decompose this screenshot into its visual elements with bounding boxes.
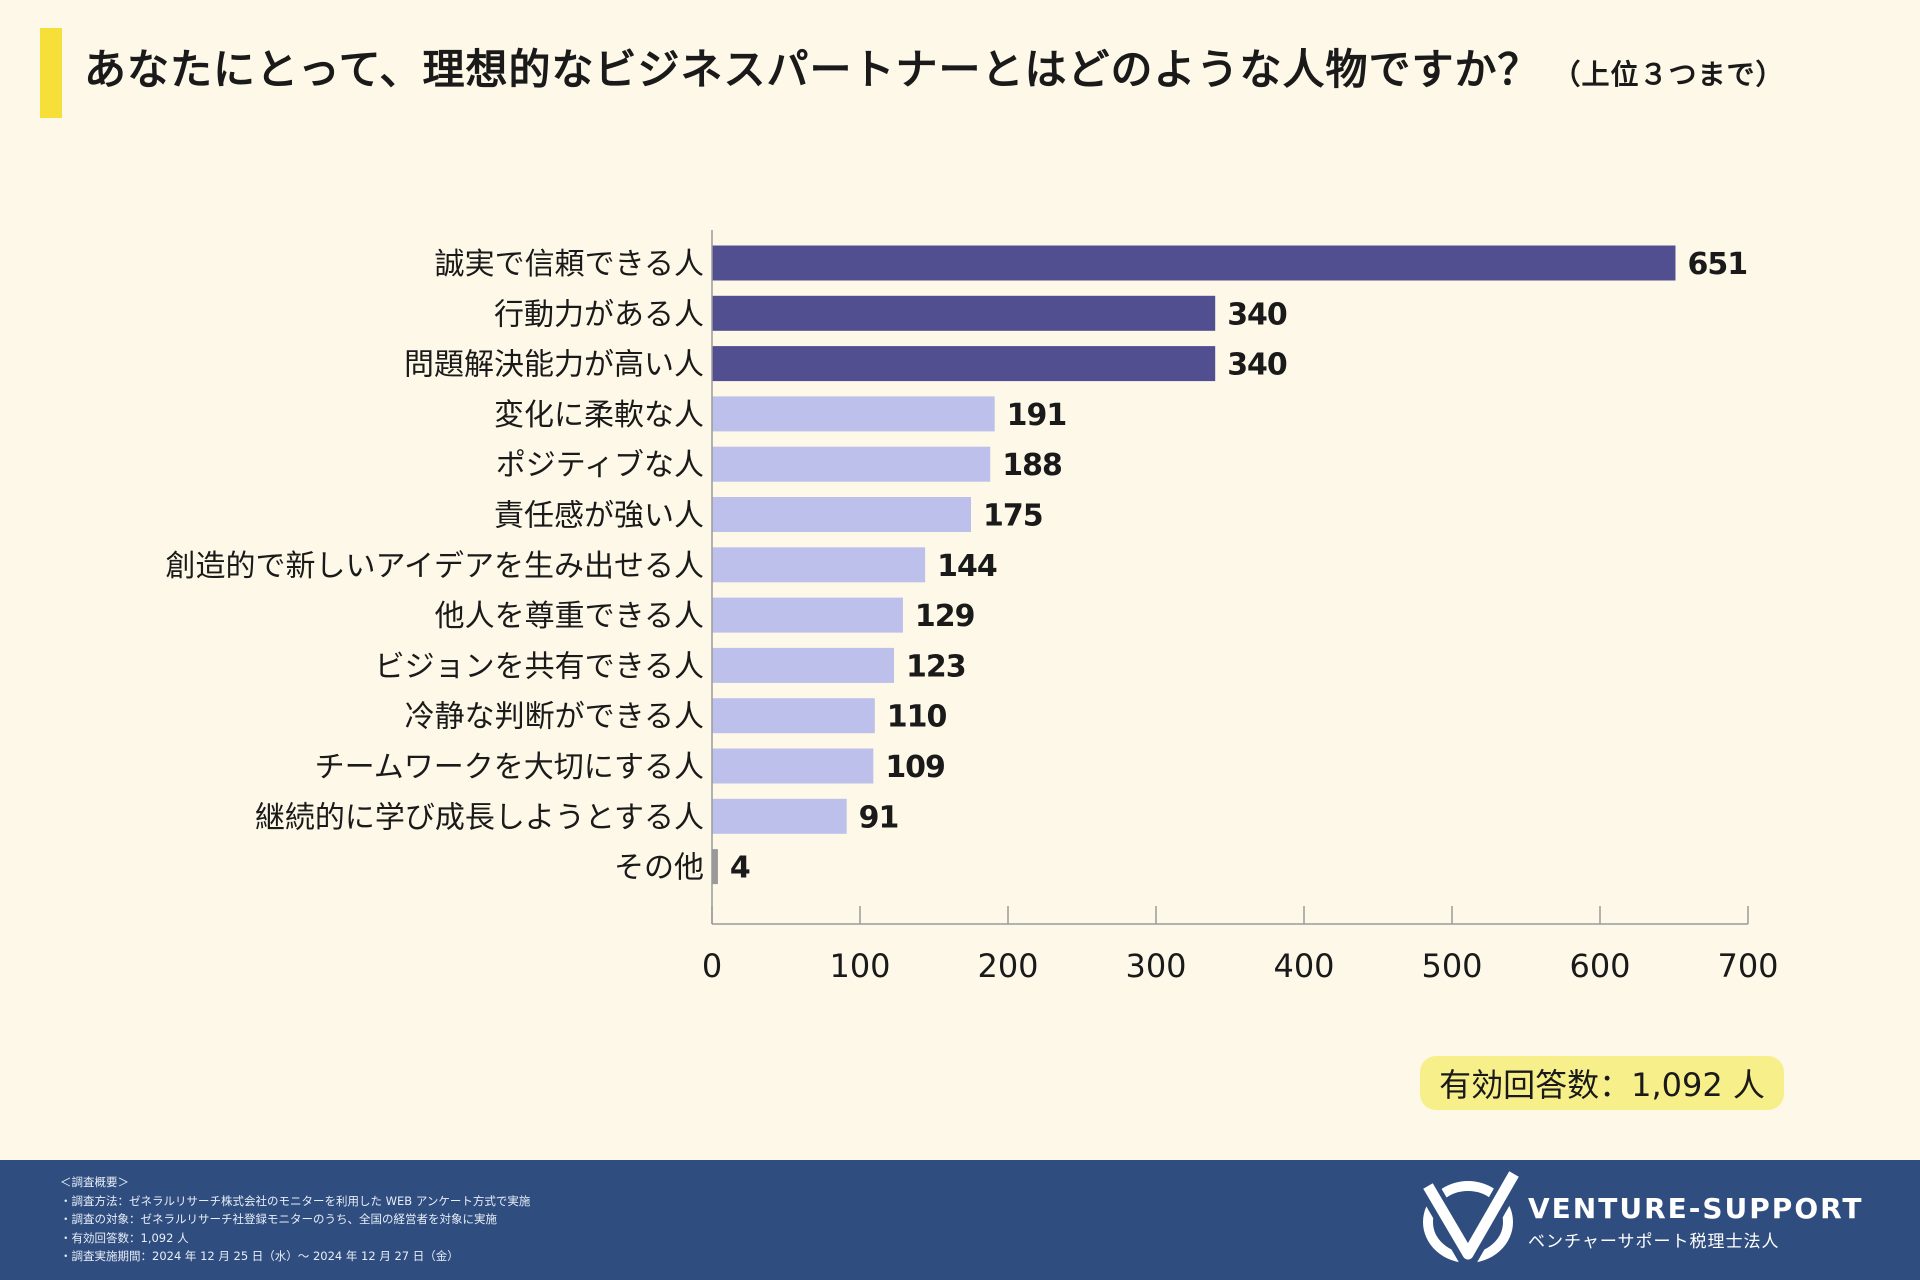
bar: [712, 849, 718, 885]
bar: [712, 346, 1216, 382]
x-tick-label: 0: [702, 947, 722, 985]
survey-note-heading: ＜調査概要＞: [60, 1175, 129, 1189]
data-label: 175: [983, 499, 1043, 534]
data-label: 91: [859, 800, 899, 835]
survey-note-target: ・調査の対象：ゼネラルリサーチ社登録モニターのうち、全国の経営者を対象に実施: [60, 1212, 497, 1226]
bar-chart: 誠実で信頼できる人 651 行動力がある人 340 問題解決能力が高い人 340 変化に柔軟…: [166, 230, 1779, 985]
total-respondents-badge: 有効回答数：1,092 人: [1420, 1056, 1784, 1110]
bar: [712, 748, 874, 784]
venture-support-logo-icon: [1416, 1170, 1526, 1270]
x-tick-label: 400: [1273, 947, 1334, 985]
title-accent-bar: [40, 28, 62, 118]
category-label: ポジティブな人: [496, 448, 704, 483]
category-label: 継続的に学び成長しようとする人: [255, 800, 704, 835]
data-label: 191: [1007, 398, 1067, 433]
category-label: その他: [614, 851, 704, 886]
survey-note-period: ・調査実施期間：2024 年 12 月 25 日（水）～ 2024 年 12 月…: [60, 1249, 459, 1263]
chart-title: あなたにとって、理想的なビジネスパートナーとはどのような人物ですか？ （上位３つま…: [84, 36, 1785, 97]
category-label: チームワークを大切にする人: [315, 750, 704, 785]
x-tick-label: 600: [1569, 947, 1630, 985]
category-label: 問題解決能力が高い人: [404, 348, 704, 383]
x-tick-label: 500: [1421, 947, 1482, 985]
footer: ＜調査概要＞ ・調査方法：ゼネラルリサーチ株式会社のモニターを利用した WEB …: [0, 1160, 1920, 1280]
category-label: 変化に柔軟な人: [494, 398, 704, 433]
bar: [712, 446, 991, 482]
x-tick-label: 200: [977, 947, 1038, 985]
title-sub: （上位３つまで）: [1552, 58, 1785, 91]
survey-note-method: ・調査方法：ゼネラルリサーチ株式会社のモニターを利用した WEB アンケート方式…: [60, 1193, 531, 1208]
data-label: 340: [1227, 348, 1287, 383]
bar: [712, 547, 926, 583]
data-label: 4: [730, 851, 750, 886]
category-label: 行動力がある人: [494, 297, 704, 332]
bar: [712, 295, 1216, 331]
x-tick-label: 700: [1717, 947, 1778, 985]
brand-name-jp: ベンチャーサポート税理士法人: [1528, 1232, 1780, 1252]
bar: [712, 647, 895, 683]
data-label: 109: [885, 750, 945, 785]
data-label: 110: [887, 700, 947, 735]
bar: [712, 396, 995, 432]
category-label: 創造的で新しいアイデアを生み出せる人: [166, 549, 705, 584]
category-label: ビジョンを共有できる人: [375, 649, 704, 684]
x-tick-label: 100: [829, 947, 890, 985]
x-tick-label: 300: [1125, 947, 1186, 985]
bar: [712, 497, 971, 532]
data-label: 144: [937, 549, 997, 584]
category-label: 責任感が強い人: [494, 499, 704, 534]
data-label: 123: [906, 649, 966, 684]
category-label: 他人を尊重できる人: [435, 599, 704, 634]
data-label: 651: [1687, 247, 1747, 282]
bar: [712, 698, 875, 734]
category-label: 冷静な判断ができる人: [405, 700, 704, 735]
title-main: あなたにとって、理想的なビジネスパートナーとはどのような人物ですか？: [84, 45, 1541, 94]
survey-note-responses: ・有効回答数：1,092 人: [60, 1230, 189, 1245]
brand-name-en: VENTURE-SUPPORT: [1528, 1192, 1864, 1225]
data-label: 340: [1227, 297, 1287, 332]
survey-notes: ＜調査概要＞ ・調査方法：ゼネラルリサーチ株式会社のモニターを利用した WEB …: [60, 1173, 530, 1266]
category-label: 誠実で信頼できる人: [435, 247, 704, 282]
brand-block: VENTURE-SUPPORT ベンチャーサポート税理士法人: [1528, 1192, 1864, 1252]
data-label: 129: [915, 599, 975, 634]
bar: [712, 798, 847, 834]
data-label: 188: [1002, 448, 1062, 483]
bar: [712, 245, 1676, 281]
bar: [712, 597, 903, 633]
